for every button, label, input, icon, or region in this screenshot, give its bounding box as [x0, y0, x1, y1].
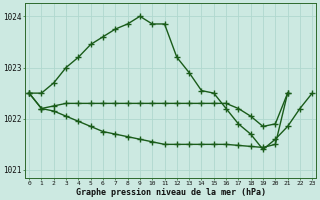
X-axis label: Graphe pression niveau de la mer (hPa): Graphe pression niveau de la mer (hPa)	[76, 188, 266, 197]
